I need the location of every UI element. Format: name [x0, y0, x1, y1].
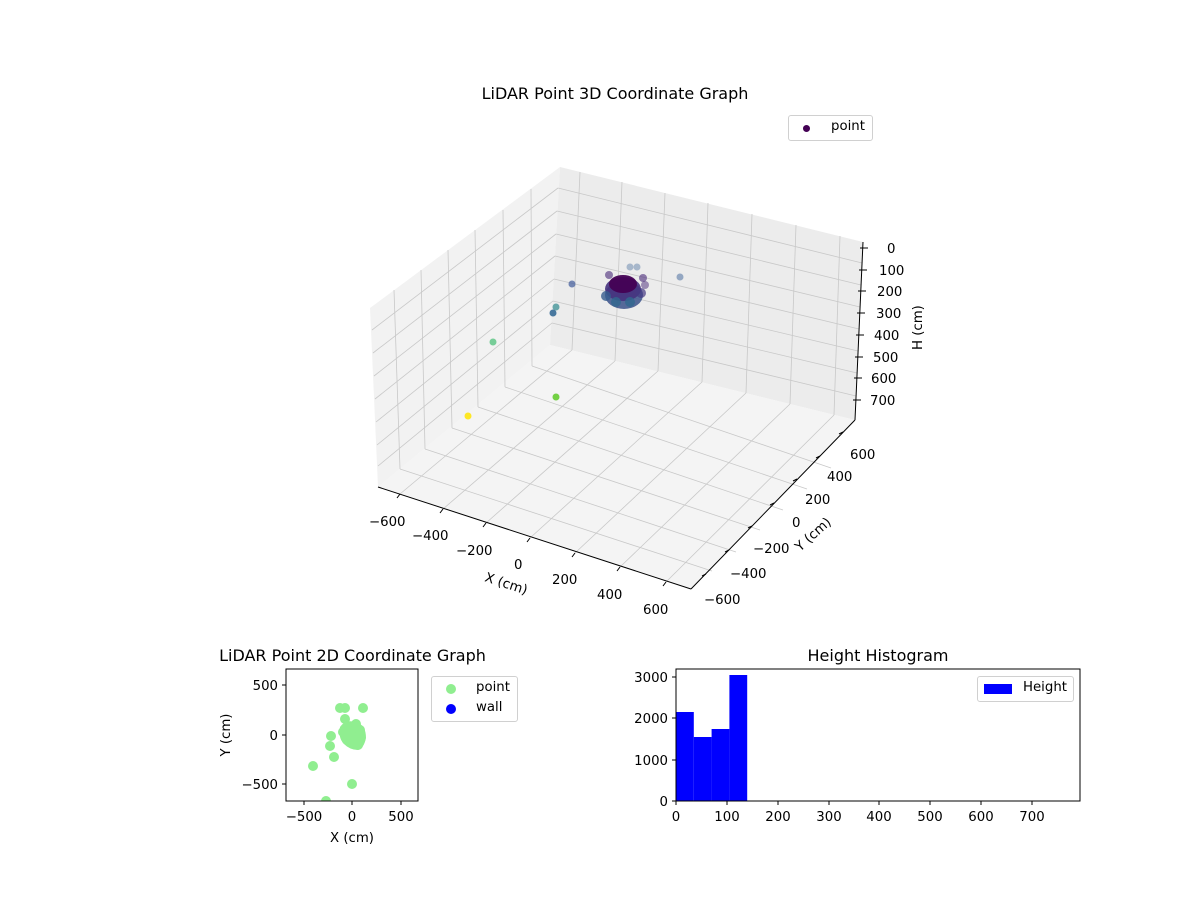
plot3d-axes — [377, 241, 864, 590]
ytick-1: −400 — [730, 567, 767, 582]
ytick-0: −600 — [704, 593, 741, 608]
y-axis-line — [690, 419, 856, 590]
plot2d-legend: point wall — [431, 676, 518, 722]
ytick-4: 200 — [805, 493, 830, 508]
plot3d-legend: point — [788, 115, 873, 141]
xtick-1: −400 — [412, 529, 449, 544]
histogram-legend: Height — [977, 676, 1074, 702]
ztick-3: 300 — [876, 307, 901, 322]
xtick-5: 400 — [597, 588, 622, 603]
ytick-6: 600 — [850, 448, 875, 463]
ztick-5: 500 — [873, 351, 898, 366]
plot3d-xticks — [396, 493, 667, 587]
ztick-0: 0 — [887, 242, 895, 257]
plot3d-title: LiDAR Point 3D Coordinate Graph — [481, 84, 749, 103]
legend-marker-point-icon — [803, 125, 810, 132]
plot3d-zlabel: H (cm) — [911, 305, 926, 350]
ztick-7: 700 — [870, 394, 895, 409]
x-axis-line — [377, 486, 692, 590]
z-axis-line — [854, 241, 864, 421]
xtick-2: −200 — [456, 544, 493, 559]
histogram-title: Height Histogram — [807, 646, 949, 665]
ztick-1: 100 — [879, 264, 904, 279]
legend-swatch-height-icon — [984, 684, 1012, 694]
plot3d-xlabel: X (cm) — [483, 571, 529, 599]
plot3d-zticks — [853, 247, 868, 401]
legend-label-point: point — [476, 680, 510, 695]
legend-marker-point-icon — [446, 684, 456, 694]
ytick-3: 0 — [792, 516, 800, 531]
xtick-6: 600 — [643, 603, 668, 618]
ztick-2: 200 — [877, 285, 902, 300]
xtick-4: 200 — [552, 573, 577, 588]
legend-label-wall: wall — [476, 700, 503, 715]
legend-label-point: point — [831, 119, 865, 134]
legend-label-height: Height — [1023, 680, 1067, 695]
plot3d-points — [464, 263, 684, 420]
ztick-4: 400 — [874, 329, 899, 344]
legend-marker-wall-icon — [446, 704, 456, 714]
ztick-6: 600 — [871, 372, 896, 387]
plot3d-panes — [370, 167, 863, 589]
ytick-5: 400 — [827, 470, 852, 485]
ytick-2: −200 — [753, 542, 790, 557]
plot3d-yticks — [701, 431, 844, 577]
xtick-0: −600 — [369, 515, 406, 530]
plot3d-grid — [371, 171, 863, 583]
plot2d-title: LiDAR Point 2D Coordinate Graph — [219, 646, 486, 665]
xtick-3: 0 — [514, 558, 522, 573]
